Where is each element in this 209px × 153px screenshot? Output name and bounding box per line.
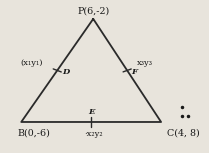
Text: F: F — [131, 68, 137, 76]
Text: x₃y₃: x₃y₃ — [136, 59, 152, 67]
Text: (x₁y₁): (x₁y₁) — [20, 59, 43, 67]
Text: B(0,-6): B(0,-6) — [17, 128, 50, 137]
Text: E: E — [88, 108, 94, 116]
Text: P(6,-2): P(6,-2) — [77, 6, 109, 15]
Text: ·x₂y₂: ·x₂y₂ — [84, 130, 103, 138]
Text: D: D — [62, 68, 70, 76]
Text: C(4, 8): C(4, 8) — [167, 128, 200, 137]
